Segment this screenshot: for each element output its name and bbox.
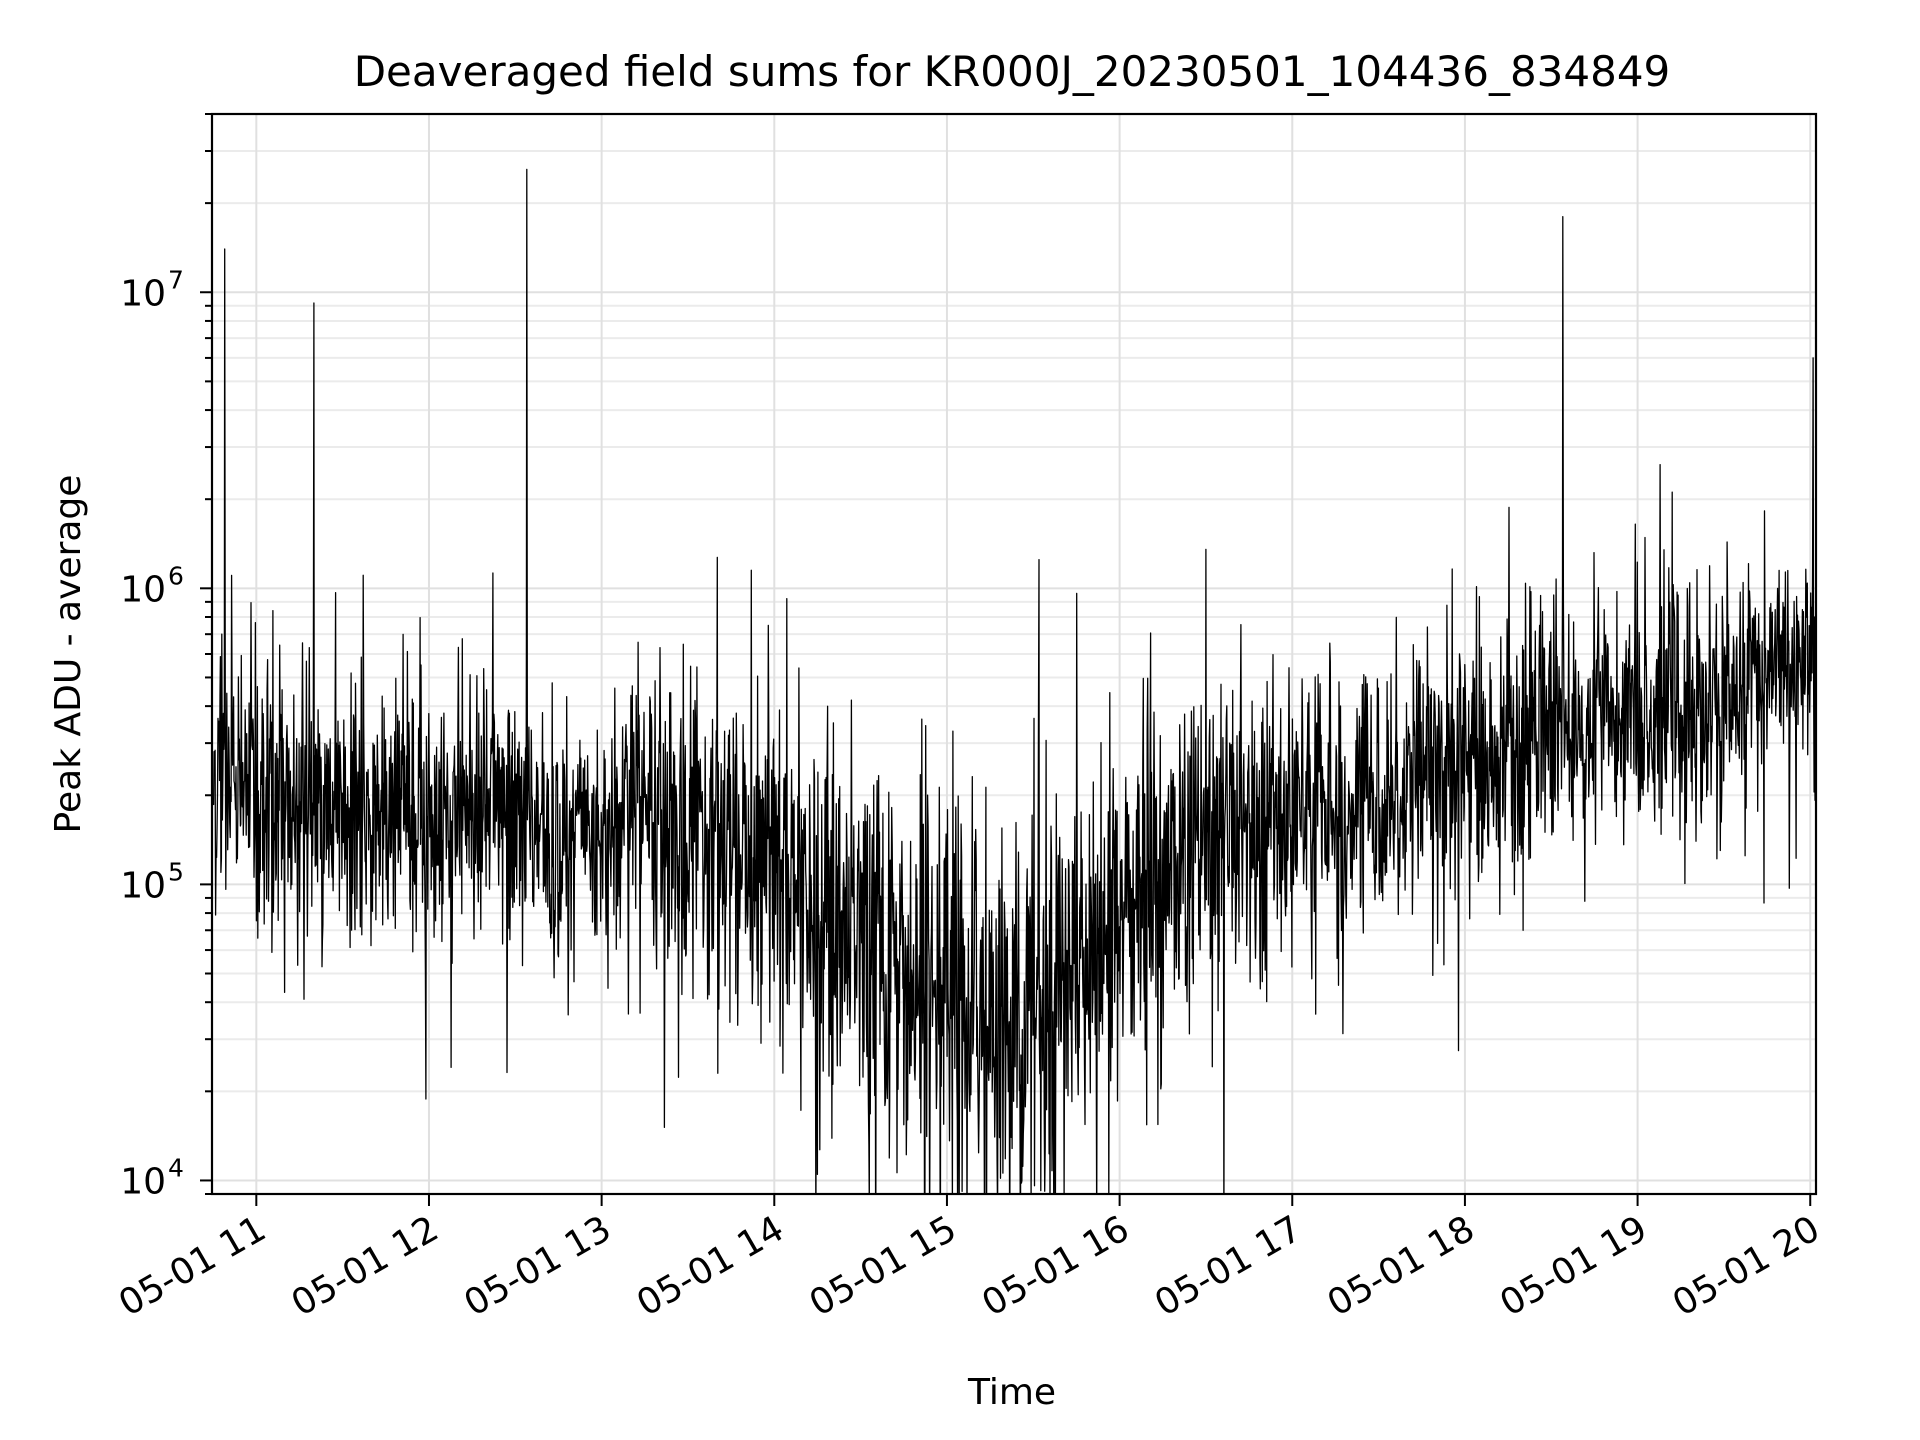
x-tick-label: 05-01 15 — [803, 1208, 964, 1324]
x-axis-label: Time — [967, 1372, 1056, 1413]
x-tick-label: 05-01 12 — [285, 1208, 446, 1324]
x-tick-label: 05-01 17 — [1148, 1208, 1309, 1324]
y-tick-exponent: 7 — [168, 265, 184, 294]
series-line — [212, 168, 1816, 1194]
y-tick-label: 10 — [120, 569, 166, 610]
y-axis-label: Peak ADU - average — [48, 475, 89, 834]
x-axis: 05-01 11 05-01 12 05-01 13 05-01 14 05-01 15… — [112, 1194, 1827, 1325]
x-tick-label: 05-01 20 — [1666, 1208, 1827, 1324]
x-tick-label: 05-01 14 — [630, 1208, 791, 1324]
y-tick-label: 10 — [120, 273, 166, 314]
chart-title: Deaveraged field sums for KR000J_2023050… — [354, 47, 1671, 96]
x-tick-label: 05-01 13 — [457, 1208, 618, 1324]
y-tick-label: 10 — [120, 1161, 166, 1202]
y-tick-label: 10 — [120, 865, 166, 906]
x-tick-label: 05-01 11 — [112, 1208, 273, 1324]
plot-area — [212, 168, 1816, 1194]
y-tick-exponent: 5 — [168, 857, 184, 886]
y-tick-exponent: 4 — [168, 1153, 184, 1182]
plot-frame — [210, 112, 1818, 1196]
x-tick-label: 05-01 16 — [975, 1208, 1136, 1324]
x-tick-label: 05-01 19 — [1493, 1208, 1654, 1324]
y-tick-exponent: 6 — [168, 561, 184, 590]
x-tick-label: 05-01 18 — [1321, 1208, 1482, 1324]
